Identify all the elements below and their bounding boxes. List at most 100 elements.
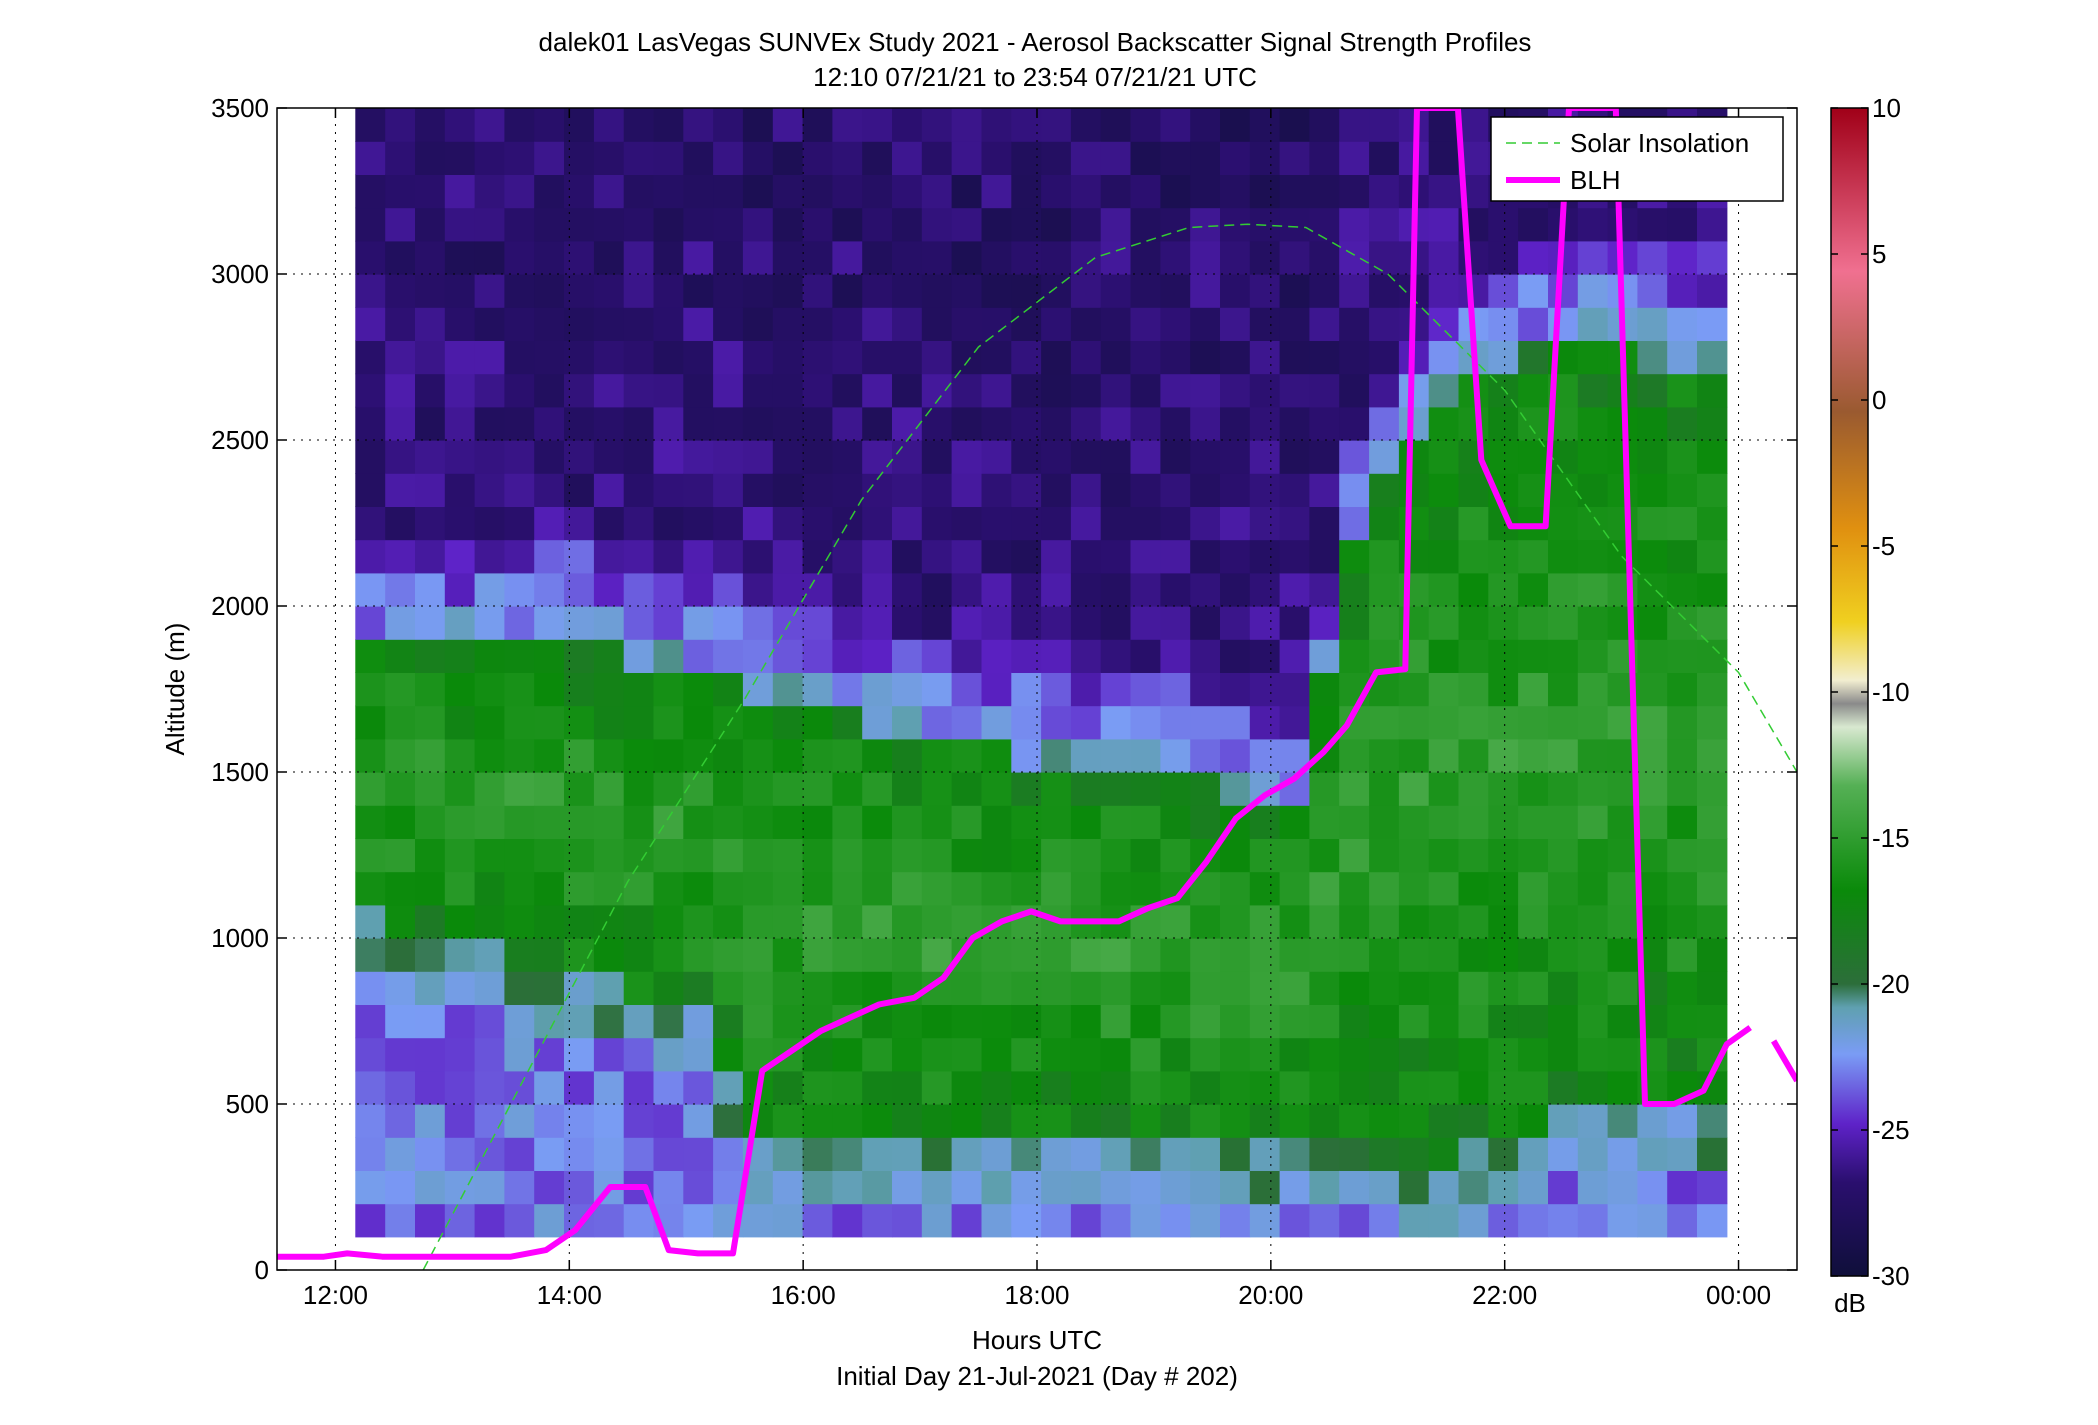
heatmap-cell — [1160, 772, 1191, 806]
heatmap-cell — [623, 805, 655, 839]
heatmap-cell — [1428, 1037, 1460, 1072]
heatmap-cell — [1607, 871, 1638, 906]
heatmap-cell — [474, 274, 505, 308]
heatmap-cell — [1220, 174, 1251, 209]
heatmap-cell — [802, 871, 833, 906]
heatmap-cell — [504, 373, 535, 408]
heatmap-cell — [564, 373, 595, 408]
heatmap-cell — [921, 1170, 953, 1205]
heatmap-cell — [921, 473, 953, 507]
heatmap-cell — [1309, 838, 1340, 873]
heatmap-cell — [1160, 1170, 1191, 1205]
heatmap-cell — [892, 705, 923, 740]
heatmap-cell — [564, 506, 595, 541]
heatmap-cell — [683, 141, 714, 175]
heatmap-cell — [862, 373, 893, 408]
heatmap-cell — [474, 207, 505, 242]
heatmap-cell — [1398, 971, 1430, 1005]
heatmap-cell — [1220, 1137, 1251, 1171]
heatmap-cell — [802, 373, 833, 408]
heatmap-cell — [772, 1104, 804, 1138]
heatmap-cell — [802, 473, 833, 507]
heatmap-cell — [1130, 141, 1161, 175]
heatmap-cell — [1428, 373, 1460, 408]
heatmap-cell — [504, 772, 535, 806]
heatmap-cell — [772, 772, 804, 806]
heatmap-cell — [504, 871, 535, 906]
heatmap-cell — [892, 473, 923, 507]
heatmap-cell — [1458, 705, 1489, 740]
heatmap-cell — [1249, 938, 1281, 972]
heatmap-cell — [444, 473, 476, 507]
heatmap-cell — [921, 606, 953, 640]
heatmap-cell — [623, 838, 655, 873]
heatmap-cell — [951, 406, 982, 441]
heatmap-cell — [1518, 772, 1549, 806]
heatmap-cell — [1458, 772, 1489, 806]
heatmap-cell — [653, 440, 684, 474]
heatmap-cell — [1607, 207, 1638, 242]
heatmap-cell — [1220, 606, 1251, 640]
heatmap-cell — [1577, 1070, 1609, 1105]
heatmap-cell — [1369, 274, 1400, 308]
heatmap-cell — [653, 805, 684, 839]
heatmap-cell — [862, 207, 893, 242]
heatmap-cell — [981, 440, 1012, 474]
heatmap-cell — [892, 108, 923, 142]
heatmap-cell — [1041, 1203, 1072, 1238]
heatmap-cell — [1339, 772, 1370, 806]
heatmap-cell — [1041, 572, 1072, 607]
heatmap-cell — [593, 108, 625, 142]
heatmap-cell — [832, 1104, 863, 1138]
heatmap-cell — [623, 240, 655, 275]
heatmap-cell — [713, 705, 744, 740]
heatmap-cell — [1041, 440, 1072, 474]
heatmap-cell — [892, 938, 923, 972]
heatmap-cell — [415, 1203, 446, 1238]
heatmap-cell — [1398, 1137, 1430, 1171]
heatmap-cell — [444, 1104, 476, 1138]
heatmap-cell — [683, 1170, 714, 1205]
heatmap-cell — [772, 207, 804, 242]
heatmap-cell — [474, 705, 505, 740]
heatmap-cell — [355, 1070, 386, 1105]
heatmap-cell — [951, 738, 982, 773]
heatmap-cell — [862, 506, 893, 541]
heatmap-cell — [921, 805, 953, 839]
heatmap-cell — [862, 1104, 893, 1138]
heatmap-cell — [444, 738, 476, 773]
heatmap-cell — [1398, 1104, 1430, 1138]
heatmap-cell — [921, 440, 953, 474]
heatmap-cell — [593, 506, 625, 541]
heatmap-cell — [1249, 1004, 1281, 1039]
heatmap-cell — [1309, 1070, 1340, 1105]
heatmap-cell — [1458, 1004, 1489, 1039]
heatmap-cell — [623, 1104, 655, 1138]
heatmap — [355, 108, 1728, 1238]
heatmap-cell — [1667, 274, 1698, 308]
heatmap-cell — [355, 705, 386, 740]
heatmap-cell — [951, 1037, 982, 1072]
heatmap-cell — [951, 1070, 982, 1105]
heatmap-cell — [1249, 705, 1281, 740]
heatmap-cell — [444, 174, 476, 209]
heatmap-cell — [742, 539, 774, 574]
heatmap-cell — [981, 772, 1012, 806]
heatmap-cell — [1518, 274, 1549, 308]
heatmap-cell — [1160, 440, 1191, 474]
colorbar-tick-label: -10 — [1872, 677, 1910, 707]
heatmap-cell — [802, 307, 833, 341]
heatmap-cell — [1309, 141, 1340, 175]
heatmap-cell — [981, 274, 1012, 308]
heatmap-cell — [653, 904, 684, 939]
heatmap-cell — [444, 340, 476, 375]
heatmap-cell — [504, 904, 535, 939]
heatmap-cell — [1339, 240, 1370, 275]
heatmap-cell — [1220, 340, 1251, 375]
heatmap-cell — [444, 606, 476, 640]
heatmap-cell — [593, 1137, 625, 1171]
heatmap-cell — [862, 639, 893, 673]
heatmap-cell — [593, 240, 625, 275]
heatmap-cell — [355, 340, 386, 375]
heatmap-cell — [355, 406, 386, 441]
